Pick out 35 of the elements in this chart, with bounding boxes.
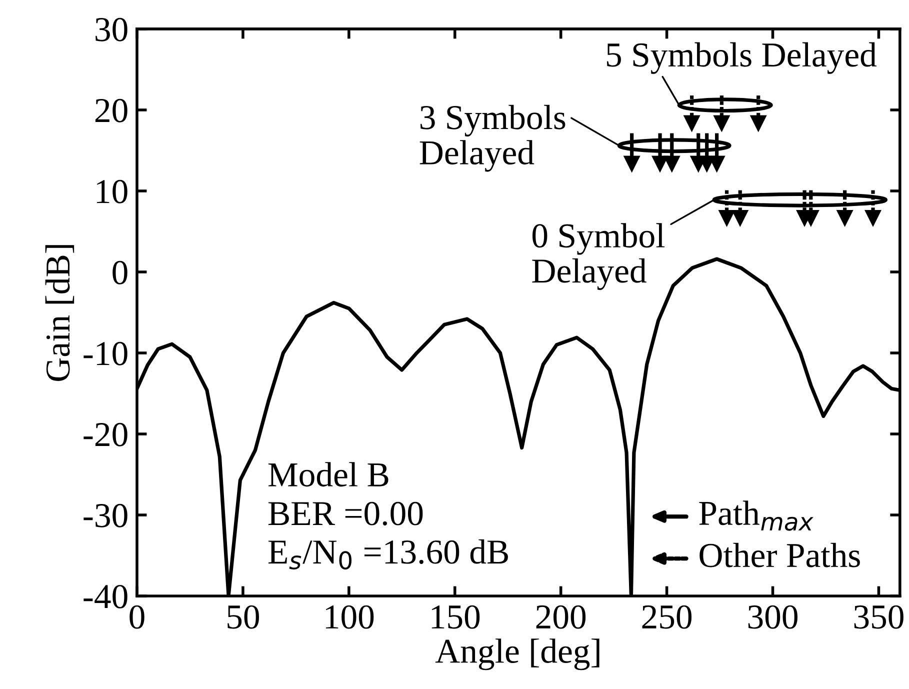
annotation: 3 Symbols Delayed (420, 104, 566, 172)
x-tick-label: 50 (228, 605, 259, 629)
y-tick-label: 20 (95, 98, 128, 122)
y-tick-label: -40 (84, 584, 128, 608)
point (623, 156, 640, 173)
annotation: Model B BER =0.00 E$_{s}$/N$_{0}$ =13.60 dB (268, 462, 508, 570)
point (663, 156, 680, 173)
point (683, 115, 700, 132)
annotation: 0 Symbol Delayed (532, 223, 665, 290)
point (652, 156, 669, 173)
x-tick-label: 300 (748, 605, 798, 629)
x-tick-label: 100 (326, 605, 374, 629)
x-tick-label: 200 (536, 605, 586, 629)
y-tick-label: -10 (84, 342, 128, 366)
legend-label: Path$_{max}$ (699, 500, 814, 531)
y-tick-label: 0 (112, 260, 128, 284)
point (732, 210, 749, 227)
y-tick-label: -30 (84, 504, 128, 528)
x-tick-label: 150 (432, 605, 480, 629)
x-tick-label: 250 (642, 605, 692, 629)
point (713, 115, 730, 132)
annotation: 5 Symbols Delayed (607, 42, 877, 74)
point (708, 156, 726, 173)
y-tick-label: -20 (84, 422, 128, 446)
x-axis-title: Angle [deg] (435, 638, 600, 670)
y-tick-label: 30 (96, 18, 128, 42)
point (864, 210, 882, 227)
y-axis-title: Gain [dB] (45, 245, 74, 381)
x-tick-label: 350 (854, 605, 904, 629)
y-tick-label: 10 (96, 180, 128, 204)
point (836, 210, 854, 227)
x-tick-label: 0 (130, 605, 144, 629)
point (718, 210, 736, 227)
point (750, 115, 767, 132)
legend-label: Other Paths (700, 542, 860, 568)
